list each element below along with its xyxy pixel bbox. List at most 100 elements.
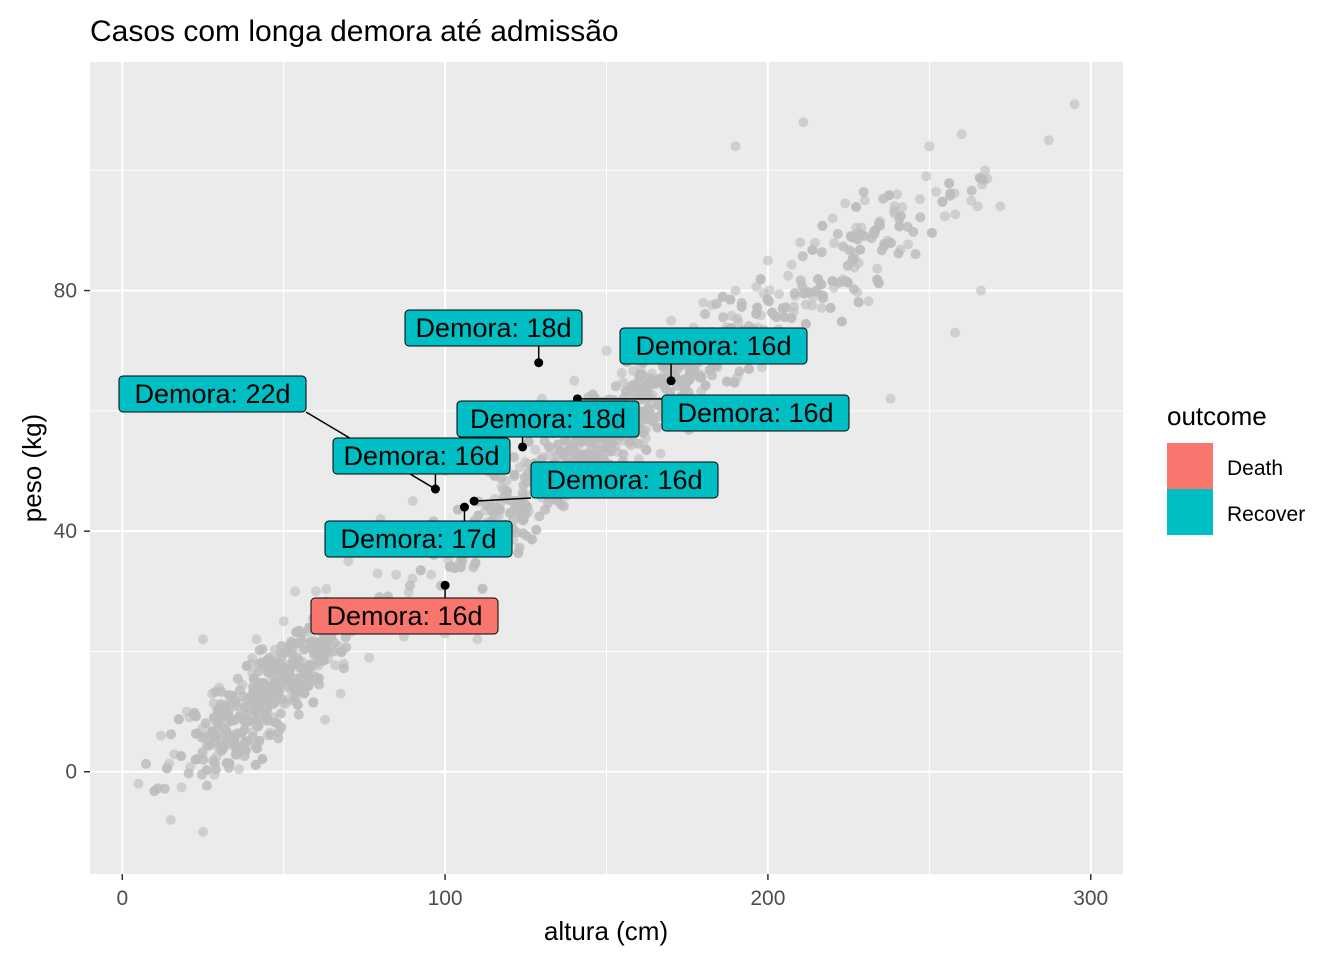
background-point [972,201,983,212]
background-point [156,730,166,741]
background-point [229,739,240,750]
background-point [165,814,176,825]
background-point [755,274,766,285]
background-point [639,413,650,424]
background-point [262,712,273,723]
background-point [910,249,921,260]
background-point [879,240,890,251]
x-tick-label: 300 [1073,887,1108,910]
background-point [816,303,827,313]
background-point [711,298,722,309]
highlight-points [430,358,676,590]
background-point [621,386,631,397]
background-point [655,448,666,459]
background-point [589,392,600,403]
background-point [572,448,583,459]
background-point [575,436,586,447]
background-point [364,652,374,663]
background-point [751,308,762,319]
highlight-point [430,484,440,494]
major-grid [90,62,1123,874]
background-point [226,715,237,726]
background-point [335,688,346,699]
label-box [530,461,719,499]
background-point [725,294,736,305]
background-point [256,657,267,668]
background-point [633,438,644,449]
background-point [666,315,677,326]
background-point [513,548,524,558]
y-axis-title: peso (kg) [17,414,47,522]
background-point [558,501,569,512]
background-point [162,763,172,774]
background-point [272,677,283,688]
chart-title: Casos com longa demora até admissão [90,15,619,48]
background-point [915,212,926,223]
background-point [216,745,227,756]
background-point [305,674,316,685]
background-point [762,255,773,266]
label-text: Demora: 18d [470,404,626,434]
background-point [652,422,663,433]
background-point [407,496,418,507]
background-point [234,764,244,775]
background-point [221,758,232,769]
background-point [190,711,201,722]
background-point [190,754,201,765]
background-point [610,381,621,392]
background-point [884,190,895,201]
label-box [661,394,850,432]
background-point [220,724,231,735]
background-point [372,568,383,579]
background-point [818,290,828,301]
background-point [696,372,707,383]
highlight-point [518,442,528,452]
background-point [637,427,648,438]
background-point [505,508,516,519]
background-point [641,445,652,456]
background-point [838,241,849,252]
background-point [198,754,209,765]
background-point [680,382,691,392]
background-point [840,276,850,287]
background-point [263,667,274,678]
background-point [764,285,775,296]
background-point [1069,99,1080,110]
background-point [313,637,324,648]
background-point [322,636,333,647]
background-point [472,634,483,645]
background-point [726,310,737,321]
background-point [729,377,740,388]
highlight-point [459,502,469,512]
background-point [391,569,402,580]
label-box [310,597,499,635]
background-point [308,697,319,708]
background-point [214,682,225,693]
background-point [231,749,242,760]
background-point [183,768,194,779]
background-point [224,690,235,701]
background-point [902,221,913,232]
label-box [332,437,511,475]
background-point [798,117,809,128]
background-point [313,655,324,666]
background-point [509,452,520,463]
background-point [198,826,208,837]
background-point [789,288,800,299]
background-point [897,202,908,213]
highlight-point [440,580,450,590]
background-point [265,730,276,741]
background-point [945,190,956,201]
background-point [799,288,810,299]
background-point [721,376,732,387]
label-text: Demora: 17d [340,524,496,554]
background-point [257,644,268,655]
legend-title: outcome [1167,401,1267,431]
background-point [873,278,884,289]
background-point [718,312,729,323]
background-point [230,696,241,707]
background-point [305,636,316,647]
background-point [523,436,534,447]
background-point [273,733,284,744]
background-point [827,276,838,286]
